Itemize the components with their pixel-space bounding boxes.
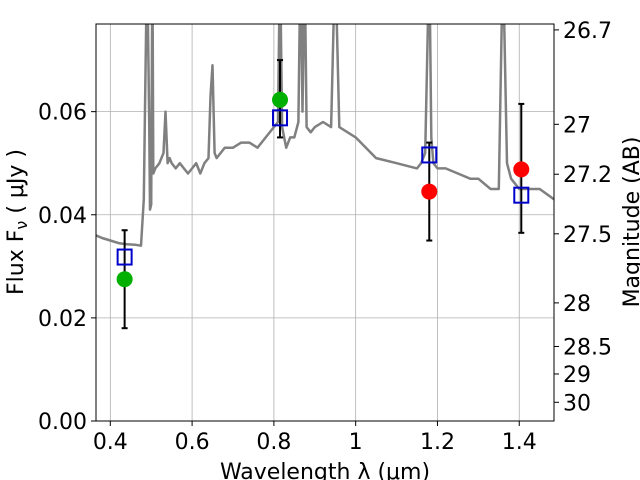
right-axis-ticks: 26.7 27 27.2 27.5 28 28.5 29 30	[554, 19, 612, 416]
x-axis-label: Wavelength λ (μm)	[220, 460, 430, 480]
x-tick-label: 0.6	[175, 430, 210, 455]
right-tick-label: 27	[563, 113, 591, 138]
x-tick-label: 0.4	[93, 430, 128, 455]
data-point-square	[116, 248, 133, 266]
y-tick-label: 0.00	[38, 410, 87, 435]
right-tick-label: 26.7	[563, 19, 612, 44]
plot-frame	[95, 23, 555, 422]
data-point-square	[272, 109, 289, 127]
y-tick-label: 0.02	[38, 307, 87, 332]
model-spectrum	[96, 24, 554, 247]
y-tick-label: 0.04	[38, 204, 87, 229]
x-tick-label: 1.4	[502, 430, 537, 455]
x-tick-label: 1	[349, 430, 363, 455]
x-tick-label: 0.8	[256, 430, 291, 455]
x-axis-ticks: 0.4 0.6 0.8 1 1.2 1.4	[93, 421, 537, 455]
data-point-circle	[421, 183, 438, 200]
data-point-square	[421, 146, 438, 164]
data-point-circle	[513, 161, 530, 178]
data-markers	[116, 91, 530, 288]
right-tick-label: 29	[563, 363, 591, 388]
right-axis-label: Magnitude (AB)	[620, 137, 640, 308]
data-point-circle	[272, 91, 289, 108]
y-axis-ticks: 0.00 0.02 0.04 0.06	[38, 101, 96, 435]
y-tick-label: 0.06	[38, 101, 87, 126]
right-tick-label: 27.2	[563, 163, 612, 188]
data-point-square	[513, 186, 530, 204]
plot-area	[96, 24, 554, 421]
right-tick-label: 27.5	[563, 223, 612, 248]
data-point-circle	[116, 271, 133, 288]
right-tick-label: 30	[563, 391, 591, 416]
y-axis-label: Flux Fν ( μJy )	[4, 149, 31, 295]
spectrum-line	[96, 24, 554, 247]
right-tick-label: 28	[563, 292, 591, 317]
right-tick-label: 28.5	[563, 335, 612, 360]
x-tick-label: 1.2	[420, 430, 455, 455]
